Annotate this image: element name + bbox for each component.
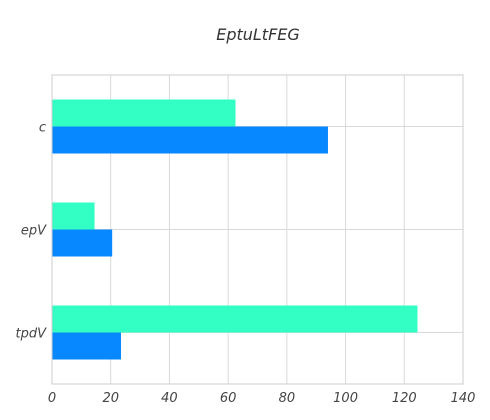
bar: [52, 229, 113, 257]
x-tick-label: 140: [451, 391, 476, 406]
chart-title: EptuLtFEG: [216, 25, 300, 44]
x-tick-label: 120: [392, 391, 417, 406]
x-tick-label: 80: [279, 391, 296, 406]
axes: 0 20 40 60 80 100 120 140 tpdV epV c: [16, 74, 476, 406]
bar: [52, 99, 236, 127]
y-tick-label: epV: [21, 224, 47, 239]
bar: [52, 305, 418, 333]
x-tick-label: 20: [102, 391, 119, 406]
bar: [52, 126, 328, 154]
x-tick-label: 40: [161, 391, 178, 406]
x-tick-label: 100: [333, 391, 358, 406]
x-tick-label: 60: [220, 391, 237, 406]
bars: [52, 99, 418, 360]
y-tick-label: tpdV: [16, 327, 48, 342]
x-tick-label: 0: [48, 391, 56, 406]
y-tick-label: c: [39, 121, 46, 136]
plot-frame: [51, 74, 464, 385]
bar: [52, 332, 121, 360]
bar: [52, 202, 95, 230]
